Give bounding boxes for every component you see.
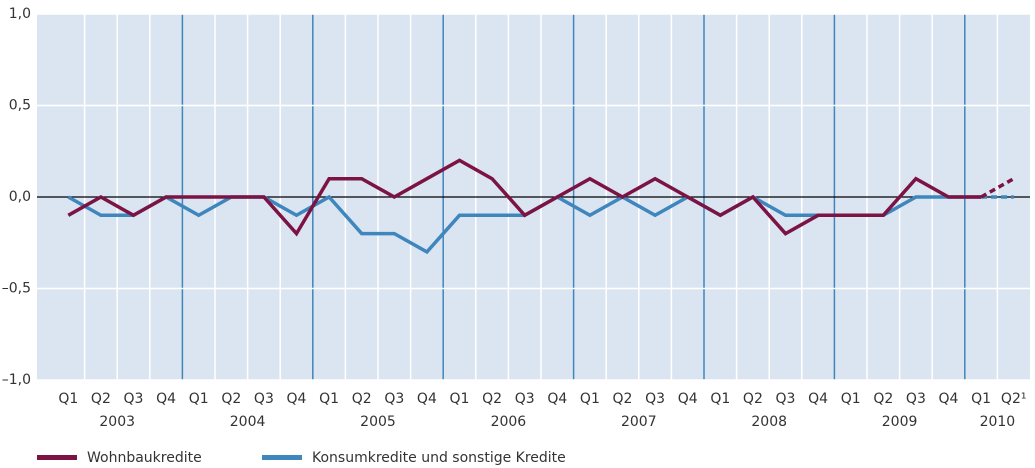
x-tick-label: Q1 [450,391,470,407]
x-tick-label: Q4 [678,391,698,407]
x-tick-label: Q1 [58,391,78,407]
year-label: 2006 [491,414,527,430]
x-tick-label: Q3 [906,391,926,407]
x-tick-label: Q4 [287,391,307,407]
x-tick-label: Q3 [384,391,404,407]
year-label: 2009 [882,414,918,430]
x-tick-label: Q3 [254,391,274,407]
legend-label: Konsumkredite und sonstige Kredite [312,450,566,466]
x-tick-label: Q4 [547,391,567,407]
x-tick-label: Q2 [613,391,633,407]
x-tick-label: Q2¹ [1001,391,1027,407]
y-tick-label: 0,0 [9,189,31,205]
x-tick-label: Q1 [580,391,600,407]
year-label: 2010 [980,414,1016,430]
legend-swatch [37,455,77,460]
x-tick-label: Q2 [352,391,372,407]
year-label: 2005 [360,414,396,430]
y-tick-label: –0,5 [2,281,31,297]
x-tick-label: Q2 [873,391,893,407]
legend-swatch [262,455,302,460]
year-label: 2003 [99,414,135,430]
x-tick-label: Q2 [221,391,241,407]
line-projection [980,177,1015,199]
x-tick-label: Q1 [189,391,209,407]
y-tick-label: 1,0 [9,6,31,22]
y-tick-label: –1,0 [2,372,31,388]
x-tick-label: Q3 [776,391,796,407]
x-tick-label: Q2 [91,391,111,407]
legend-label: Wohnbaukredite [87,450,202,466]
year-label: 2007 [621,414,657,430]
x-tick-label: Q3 [645,391,665,407]
x-tick-label: Q4 [808,391,828,407]
x-tick-label: Q1 [319,391,339,407]
x-tick-label: Q1 [841,391,861,407]
x-tick-label: Q3 [515,391,535,407]
x-tick-label: Q2 [743,391,763,407]
x-tick-label: Q1 [710,391,730,407]
x-tick-label: Q4 [156,391,176,407]
line-series [67,158,982,237]
year-label: 2008 [751,414,787,430]
x-tick-label: Q3 [124,391,144,407]
year-label: 2004 [230,414,266,430]
x-tick-label: Q2 [482,391,502,407]
x-tick-label: Q4 [417,391,437,407]
x-tick-label: Q4 [939,391,959,407]
y-tick-label: 0,5 [9,98,31,114]
x-tick-label: Q1 [971,391,991,407]
